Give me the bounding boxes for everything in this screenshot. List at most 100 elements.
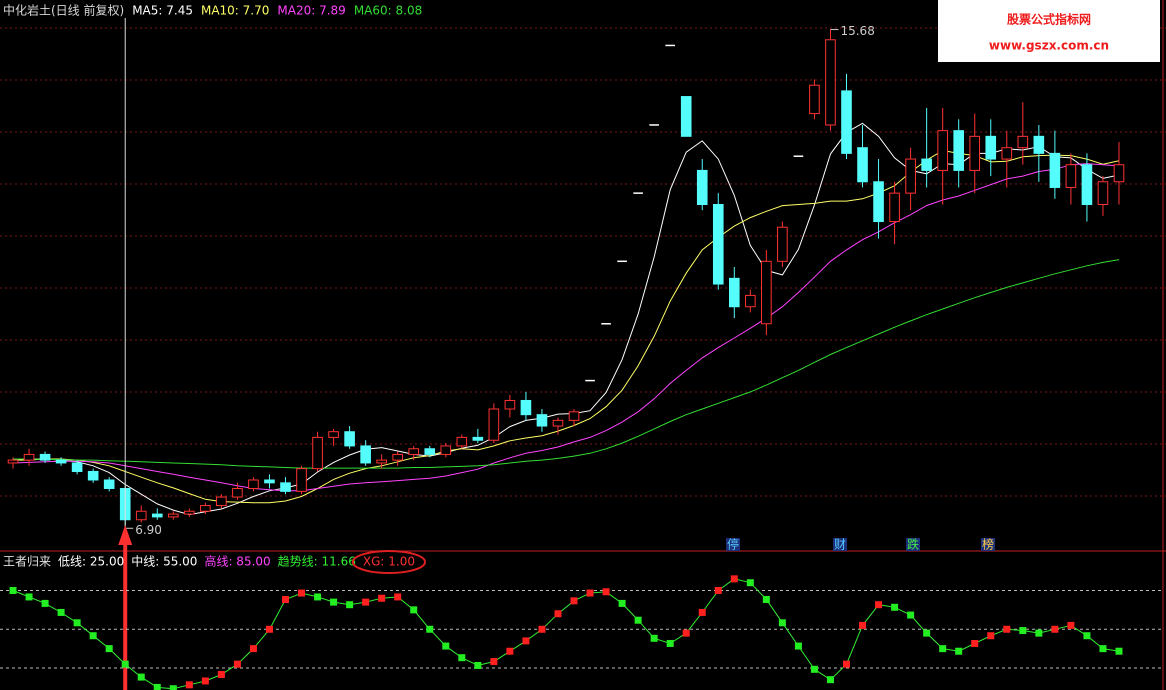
indicator-point xyxy=(650,634,658,642)
indicator-point xyxy=(586,589,594,597)
indicator-point xyxy=(410,606,418,614)
legend-entry: XG: 1.00 xyxy=(363,555,415,569)
indicator-point xyxy=(1115,647,1123,655)
indicator-point xyxy=(554,610,562,618)
indicator-point xyxy=(1035,629,1043,637)
chart-title: 中化岩土(日线 前复权) xyxy=(3,3,124,18)
level-label: 低线: 25.00 xyxy=(58,555,124,569)
indicator-point xyxy=(778,619,786,627)
indicator-point xyxy=(666,639,674,647)
indicator-point xyxy=(346,601,354,609)
candle-body xyxy=(777,226,788,262)
indicator-point xyxy=(265,625,273,633)
indicator-point xyxy=(843,660,850,668)
indicator-point xyxy=(618,599,626,607)
indicator-point xyxy=(1099,645,1107,653)
candle-body xyxy=(248,479,259,490)
level-label: 中线: 55.00 xyxy=(131,554,197,569)
candle-body xyxy=(1001,147,1013,160)
tag-box xyxy=(833,538,847,551)
candle-body xyxy=(921,158,932,171)
candle-body xyxy=(360,445,371,464)
candle-body xyxy=(296,468,307,492)
indicator-point xyxy=(362,598,370,606)
indicator-point xyxy=(330,598,338,606)
watermark-title: 股票公式指标网 xyxy=(1007,12,1091,27)
candle-body xyxy=(761,260,772,325)
candle-body xyxy=(344,431,355,447)
indicator-point xyxy=(506,647,514,655)
candle-body xyxy=(1017,135,1029,149)
indicator-point xyxy=(570,597,578,605)
indicator-point xyxy=(538,625,546,633)
candle-body xyxy=(680,96,692,137)
annotation-label: 15.68 xyxy=(840,24,874,38)
candle-body xyxy=(937,130,948,171)
indicator-point xyxy=(394,593,402,601)
candle-body xyxy=(1113,164,1125,183)
indicator-point xyxy=(522,637,530,645)
indicator-point xyxy=(1083,632,1091,640)
indicator-point xyxy=(987,632,995,640)
candle-body xyxy=(568,411,580,421)
indicator-point xyxy=(378,594,386,602)
indicator-point xyxy=(955,647,963,655)
candle-body xyxy=(1097,181,1109,205)
indicator-point xyxy=(442,642,450,650)
indicator-title: 王者归来 xyxy=(3,555,51,569)
candle-body xyxy=(809,84,820,115)
candle-body xyxy=(696,169,708,205)
watermark-box xyxy=(938,0,1160,62)
indicator-point xyxy=(602,588,610,596)
indicator-point xyxy=(1067,621,1075,629)
candle-body xyxy=(1081,164,1093,205)
ma-line xyxy=(13,259,1120,469)
candle-body xyxy=(488,408,500,441)
candle-body xyxy=(953,130,965,171)
indicator-point xyxy=(25,593,33,601)
indicator-point xyxy=(971,639,979,647)
candle-body xyxy=(408,448,420,455)
indicator-point xyxy=(794,642,802,650)
candle-body xyxy=(151,513,163,518)
indicator-point xyxy=(153,683,161,690)
indicator-point xyxy=(73,619,81,627)
indicator-point xyxy=(859,621,867,629)
indicator-point xyxy=(233,660,241,668)
indicator-point xyxy=(249,645,257,653)
candle-body xyxy=(264,479,275,484)
indicator-point xyxy=(458,654,466,662)
candle-body xyxy=(167,513,179,518)
candle-body xyxy=(536,414,548,427)
candle-body xyxy=(969,135,981,171)
tag-box xyxy=(906,538,920,551)
legend-entry: MA10: 7.70 xyxy=(201,4,269,18)
candle-body xyxy=(985,135,997,160)
indicator-point xyxy=(169,685,177,690)
indicator-point xyxy=(875,601,883,609)
indicator-point xyxy=(282,596,289,604)
tag: 停 xyxy=(727,537,739,552)
candle-body xyxy=(392,453,404,461)
candle-body xyxy=(376,459,387,464)
legend-entry: MA60: 8.08 xyxy=(354,4,422,18)
indicator-point xyxy=(41,599,49,607)
indicator-point xyxy=(810,665,818,673)
indicator-point xyxy=(9,586,17,594)
indicator-point xyxy=(201,677,209,685)
indicator-point xyxy=(746,579,754,587)
indicator-point xyxy=(121,660,129,668)
candle-body xyxy=(200,505,211,512)
indicator-point xyxy=(1051,625,1059,633)
legend-entry: MA5: 7.45 xyxy=(132,4,193,18)
candle-body xyxy=(1049,152,1061,188)
ma-line xyxy=(13,149,1120,504)
legend-entry: MA20: 7.89 xyxy=(277,4,345,18)
tag: 跌 xyxy=(907,537,919,552)
candle-body xyxy=(745,294,756,308)
candle-body xyxy=(520,399,532,416)
candle-body xyxy=(328,431,339,438)
indicator-point xyxy=(939,645,947,653)
